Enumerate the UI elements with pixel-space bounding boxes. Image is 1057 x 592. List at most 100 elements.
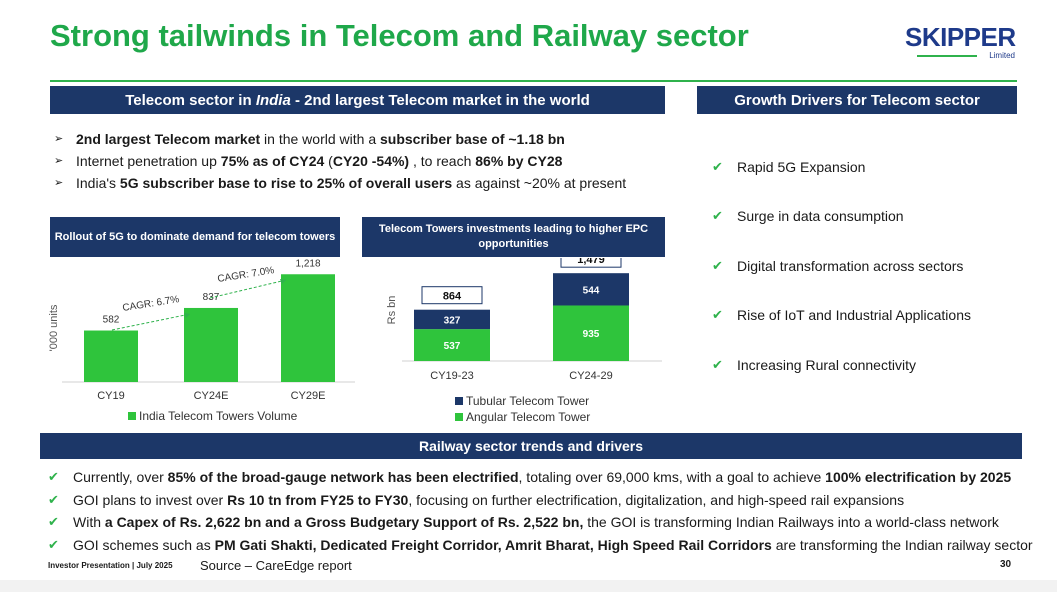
driver-item: ✔ Rapid 5G Expansion <box>712 142 1032 192</box>
railway-bullet: ✔ GOI plans to invest over Rs 10 tn from … <box>48 489 1038 512</box>
check-icon: ✔ <box>48 469 59 484</box>
railway-bullet-list: ✔ Currently, over 85% of the broad-gauge … <box>48 466 1038 556</box>
category-label: CY24-29 <box>569 370 612 382</box>
cagr-arrowhead-2 <box>280 279 286 284</box>
chart1-header: Rollout of 5G to dominate demand for tel… <box>50 217 340 257</box>
bullet-segment: , totaling over 69,000 kms, with a goal … <box>518 469 826 485</box>
logo-word: SKIPPER <box>905 22 1016 52</box>
bullet-segment: as against ~20% at present <box>452 175 627 191</box>
tower-volume-chart: '000 units 582CY19837CY24E1,218CY29ECAGR:… <box>48 258 355 423</box>
total-label: 1,479 <box>577 258 605 266</box>
category-label: CY19 <box>97 390 125 402</box>
telecom-header: Telecom sector in India - 2nd largest Te… <box>50 86 665 114</box>
bottom-strip <box>0 580 1057 592</box>
growth-drivers-list: ✔ Rapid 5G Expansion ✔ Surge in data consum… <box>712 142 1032 390</box>
total-box <box>560 258 622 268</box>
bullet-segment: India's <box>76 175 120 191</box>
check-icon: ✔ <box>48 514 59 529</box>
bullet-segment: ( <box>324 153 333 169</box>
value-label: 1,218 <box>295 258 320 269</box>
tower-investment-chart: Rs bn 537 327 864 CY19-23 935 544 1,479 CY24-29 T… <box>386 258 662 424</box>
driver-item: ✔ Increasing Rural connectivity <box>712 340 1032 390</box>
bullet-segment: subscriber base of ~1.18 bn <box>380 131 565 147</box>
bullet-segment: , to reach <box>409 153 476 169</box>
bar-cy24e <box>184 307 238 382</box>
driver-label: Rapid 5G Expansion <box>737 158 866 175</box>
logo-line <box>917 55 977 57</box>
stack-segment <box>414 329 490 361</box>
check-icon: ✔ <box>712 307 723 323</box>
segment-value-label: 537 <box>444 341 461 352</box>
stack-segment <box>553 305 629 361</box>
category-label: CY19-23 <box>430 370 473 382</box>
bullet-segment: Rs 10 tn from FY25 to FY30 <box>227 491 409 508</box>
bullet-segment: , focusing on further electrification, d… <box>408 491 905 508</box>
cagr-arrowhead-1 <box>184 313 190 318</box>
bullet-text: 2nd largest Telecom market in the world … <box>76 128 565 150</box>
bullet-text: With a Capex of Rs. 2,622 bn and a Gross… <box>73 511 999 534</box>
bullet-segment: in the world with a <box>260 131 380 147</box>
stack-segment <box>553 273 629 306</box>
y-axis-label: '000 units <box>48 304 60 351</box>
cagr-label-2: CAGR: 7.0% <box>217 265 275 285</box>
bullet-text: GOI schemes such as PM Gati Shakti, Dedi… <box>73 534 1033 557</box>
bullet-segment: 2nd largest Telecom market <box>76 131 261 147</box>
legend-swatch <box>455 413 463 421</box>
telecom-header-italic: India <box>255 91 291 109</box>
driver-item: ✔ Surge in data consumption <box>712 192 1032 242</box>
legend-label: India Telecom Towers Volume <box>139 409 298 423</box>
bullet-segment: 5G subscriber base to rise to 25% of ove… <box>119 175 453 191</box>
telecom-bullet: ➢ 2nd largest Telecom market in the world… <box>54 128 674 150</box>
bar-cy19 <box>84 330 138 382</box>
check-icon: ✔ <box>48 536 59 552</box>
footer-label: Investor Presentation | July 2025 <box>48 561 173 570</box>
bullet-segment: GOI plans to invest over <box>73 491 228 508</box>
bullet-text: Internet penetration up 75% as of CY24 (… <box>76 150 562 172</box>
bullet-segment: 86% by CY28 <box>475 153 563 169</box>
legend-label: Angular Telecom Tower <box>466 410 590 424</box>
bar-cy29e <box>281 274 335 382</box>
page-title: Strong tailwinds in Telecom and Railway … <box>50 18 749 53</box>
title-rule <box>50 80 1017 82</box>
telecom-header-post: - 2nd largest Telecom market in the worl… <box>290 91 590 109</box>
segment-value-label: 935 <box>583 329 600 340</box>
bullet-segment: 75% as of CY24 <box>220 153 325 169</box>
bullet-text: India's 5G subscriber base to rise to 25… <box>76 172 626 194</box>
cagr-arrow-1 <box>111 313 191 331</box>
telecom-bullet: ➢ India's 5G subscriber base to rise to 2… <box>54 172 674 194</box>
chart2-header: Telecom Towers investments leading to hi… <box>362 217 665 257</box>
railway-header: Railway sector trends and drivers <box>40 433 1022 459</box>
driver-label: Digital transformation across sectors <box>737 257 964 274</box>
total-label: 864 <box>443 291 462 303</box>
telecom-header-pre: Telecom sector in <box>125 91 256 109</box>
bullet-segment: GOI schemes such as <box>73 536 215 553</box>
stack-segment <box>414 309 490 330</box>
driver-label: Rise of IoT and Industrial Applications <box>737 307 971 324</box>
bullet-segment: 100% electrification by 2025 <box>825 469 1012 485</box>
check-icon: ✔ <box>712 158 723 174</box>
check-icon: ✔ <box>712 208 723 224</box>
bullet-text: Currently, over 85% of the broad-gauge n… <box>73 466 1011 489</box>
cagr-label-1: CAGR: 6.7% <box>122 294 180 314</box>
legend-label: Tubular Telecom Tower <box>466 394 589 408</box>
railway-bullet: ✔ GOI schemes such as PM Gati Shakti, Ded… <box>48 534 1038 557</box>
bullet-segment: PM Gati Shakti, Dedicated Freight Corrid… <box>214 536 772 553</box>
arrow-bullet-icon: ➢ <box>54 155 64 167</box>
category-label: CY24E <box>194 390 229 402</box>
category-label: CY29E <box>291 390 326 402</box>
bullet-segment: a Capex of Rs. 2,622 bn and a Gross Budg… <box>104 514 584 530</box>
driver-item: ✔ Rise of IoT and Industrial Applications <box>712 291 1032 341</box>
driver-label: Surge in data consumption <box>737 208 904 225</box>
bullet-segment: CY20 -54%) <box>332 153 410 169</box>
check-icon: ✔ <box>48 491 59 507</box>
arrow-bullet-icon: ➢ <box>54 133 64 145</box>
company-logo: SKIPPER Limited <box>905 24 1017 60</box>
segment-value-label: 544 <box>583 285 600 296</box>
driver-label: Increasing Rural connectivity <box>737 356 916 373</box>
check-icon: ✔ <box>712 356 723 372</box>
bullet-segment: Internet penetration up <box>76 153 221 169</box>
source-note: Source – CareEdge report <box>200 558 352 573</box>
bullet-segment: 85% of the broad-gauge network has been … <box>167 469 519 485</box>
bullet-segment: are transforming the Indian railway sect… <box>771 536 1033 553</box>
telecom-bullet-list: ➢ 2nd largest Telecom market in the world… <box>54 128 674 194</box>
